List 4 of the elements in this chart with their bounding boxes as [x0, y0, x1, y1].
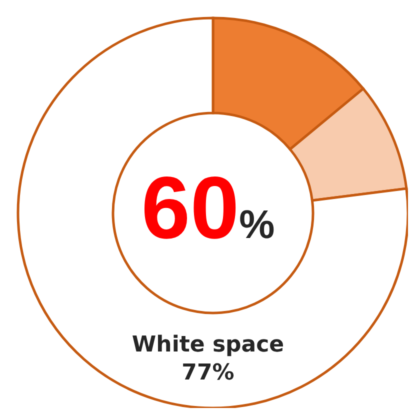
data-label: 77% [182, 360, 234, 386]
donut-slice [16, 16, 408, 408]
text: 60% [141, 158, 275, 257]
slice-label: White space [132, 332, 284, 358]
